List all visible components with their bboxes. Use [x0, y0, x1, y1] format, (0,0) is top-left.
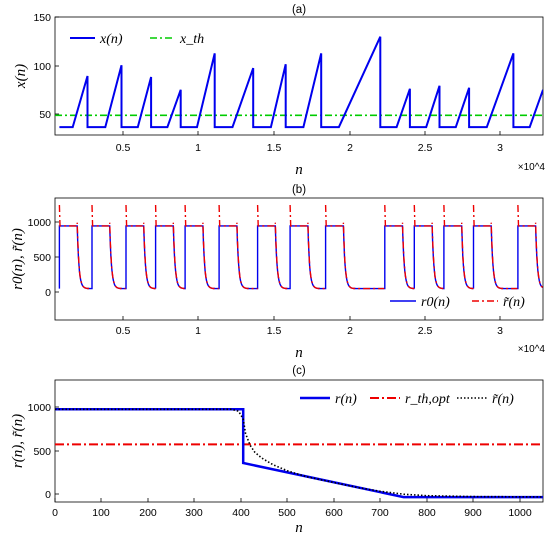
panel-b-xtick-label: 2.5: [418, 325, 433, 337]
panel-b-plot-area: [58, 204, 543, 290]
panel-b-rtilde-line: [58, 204, 543, 290]
panel-b-xtick-label: 0.5: [116, 325, 131, 337]
panel-b-xlabel: n: [295, 345, 303, 361]
panel-a-ytick-label: 150: [33, 12, 51, 24]
panel-a-legend: x(n) x_th: [70, 32, 204, 47]
panel-c-legend: r(n) r_th,opt r̃(n): [300, 392, 514, 407]
panel-a-ytick-label: 100: [33, 61, 51, 73]
panel-c-ylabel: r(n), r̃(n): [10, 414, 26, 468]
panel-c-xtick-label: 600: [325, 507, 343, 519]
panel-c-ytick-label: 500: [33, 446, 51, 458]
panel-a-xtick-label: 1.5: [267, 142, 282, 154]
panel-a-x-multiplier: ×10^4: [518, 162, 546, 173]
panel-b-xtick-label: 1.5: [267, 325, 282, 337]
panel-c-xtick-label: 200: [139, 507, 157, 519]
panel-c-xtick-label: 700: [371, 507, 389, 519]
panel-a-ytick-label: 50: [39, 109, 51, 121]
panel-c-r-line: [55, 408, 543, 499]
panel-b-ticks: [55, 221, 501, 320]
panel-c-ytick-label: 0: [45, 489, 51, 501]
panel-c-xtick-label: 100: [92, 507, 110, 519]
panel-b-ytick-label: 500: [33, 252, 51, 264]
panel-c-xtick-label: 900: [464, 507, 482, 519]
panel-c-xtick-label: 1000: [508, 507, 532, 519]
panel-b-ytick-label: 0: [45, 287, 51, 299]
panel-a-x-line: [59, 36, 543, 129]
panel-a-ylabel: x(n): [13, 64, 29, 89]
panel-c-xtick-label: 800: [418, 507, 436, 519]
panel-c-axes-box: [54, 379, 544, 503]
panel-a-xlabel: n: [295, 162, 303, 178]
panel-b-x-multiplier: ×10^4: [518, 344, 546, 355]
panel-b-ytick-label: 1000: [28, 217, 52, 229]
legend-label-rth-opt: r_th,opt: [405, 392, 451, 407]
panel-c-xtick-label: 0: [52, 507, 58, 519]
panel-c-plot-area: [55, 408, 543, 499]
panel-a-xtick-label: 2: [347, 142, 353, 154]
panel-b-xtick-label: 3: [497, 325, 503, 337]
panel-b: (b) 0.5 1 1.5 2 2.5 3 0 500 1000 n r0(n)…: [10, 184, 545, 361]
panel-a-title: (a): [292, 4, 306, 16]
panel-c-xlabel: n: [295, 520, 303, 536]
panel-b-ylabel: r0(n), r̃(n): [10, 228, 26, 290]
panel-a-plot-area: [55, 36, 543, 129]
panel-b-xtick-label: 1: [195, 325, 201, 337]
panel-c-xtick-label: 300: [185, 507, 203, 519]
panel-c-ticks: [54, 406, 521, 502]
panel-b-axes-box: [54, 197, 544, 321]
legend-label-rtilde: r̃(n): [503, 295, 525, 310]
legend-label-xth: x_th: [179, 32, 204, 47]
legend-label-rtilde-c: r̃(n): [492, 392, 514, 407]
legend-label-x: x(n): [99, 32, 123, 47]
panel-c-xtick-label: 400: [232, 507, 250, 519]
panel-b-legend: r0(n) r̃(n): [390, 295, 525, 310]
panel-a-xtick-label: 1: [195, 142, 201, 154]
panel-a: (a) 0.5 1 1.5 2 2.5 3 50 100 150 n x(n) …: [13, 4, 545, 178]
panel-a-xtick-label: 3: [497, 142, 503, 154]
panel-b-xtick-label: 2: [347, 325, 353, 337]
panel-c-xtick-label: 500: [278, 507, 296, 519]
legend-label-r: r(n): [335, 392, 357, 407]
panel-c-title: (c): [292, 365, 306, 377]
panel-a-xtick-label: 0.5: [116, 142, 131, 154]
legend-label-r0: r0(n): [421, 295, 450, 310]
panel-c-rtilde-line: [55, 408, 543, 498]
panel-b-title: (b): [292, 184, 306, 196]
panel-a-xtick-label: 2.5: [418, 142, 433, 154]
panel-c-ytick-label: 1000: [28, 402, 52, 414]
panel-a-ticks: [55, 16, 501, 135]
panel-c: (c) 0 100 200 300 400 500 600 700 800 90…: [10, 365, 544, 536]
